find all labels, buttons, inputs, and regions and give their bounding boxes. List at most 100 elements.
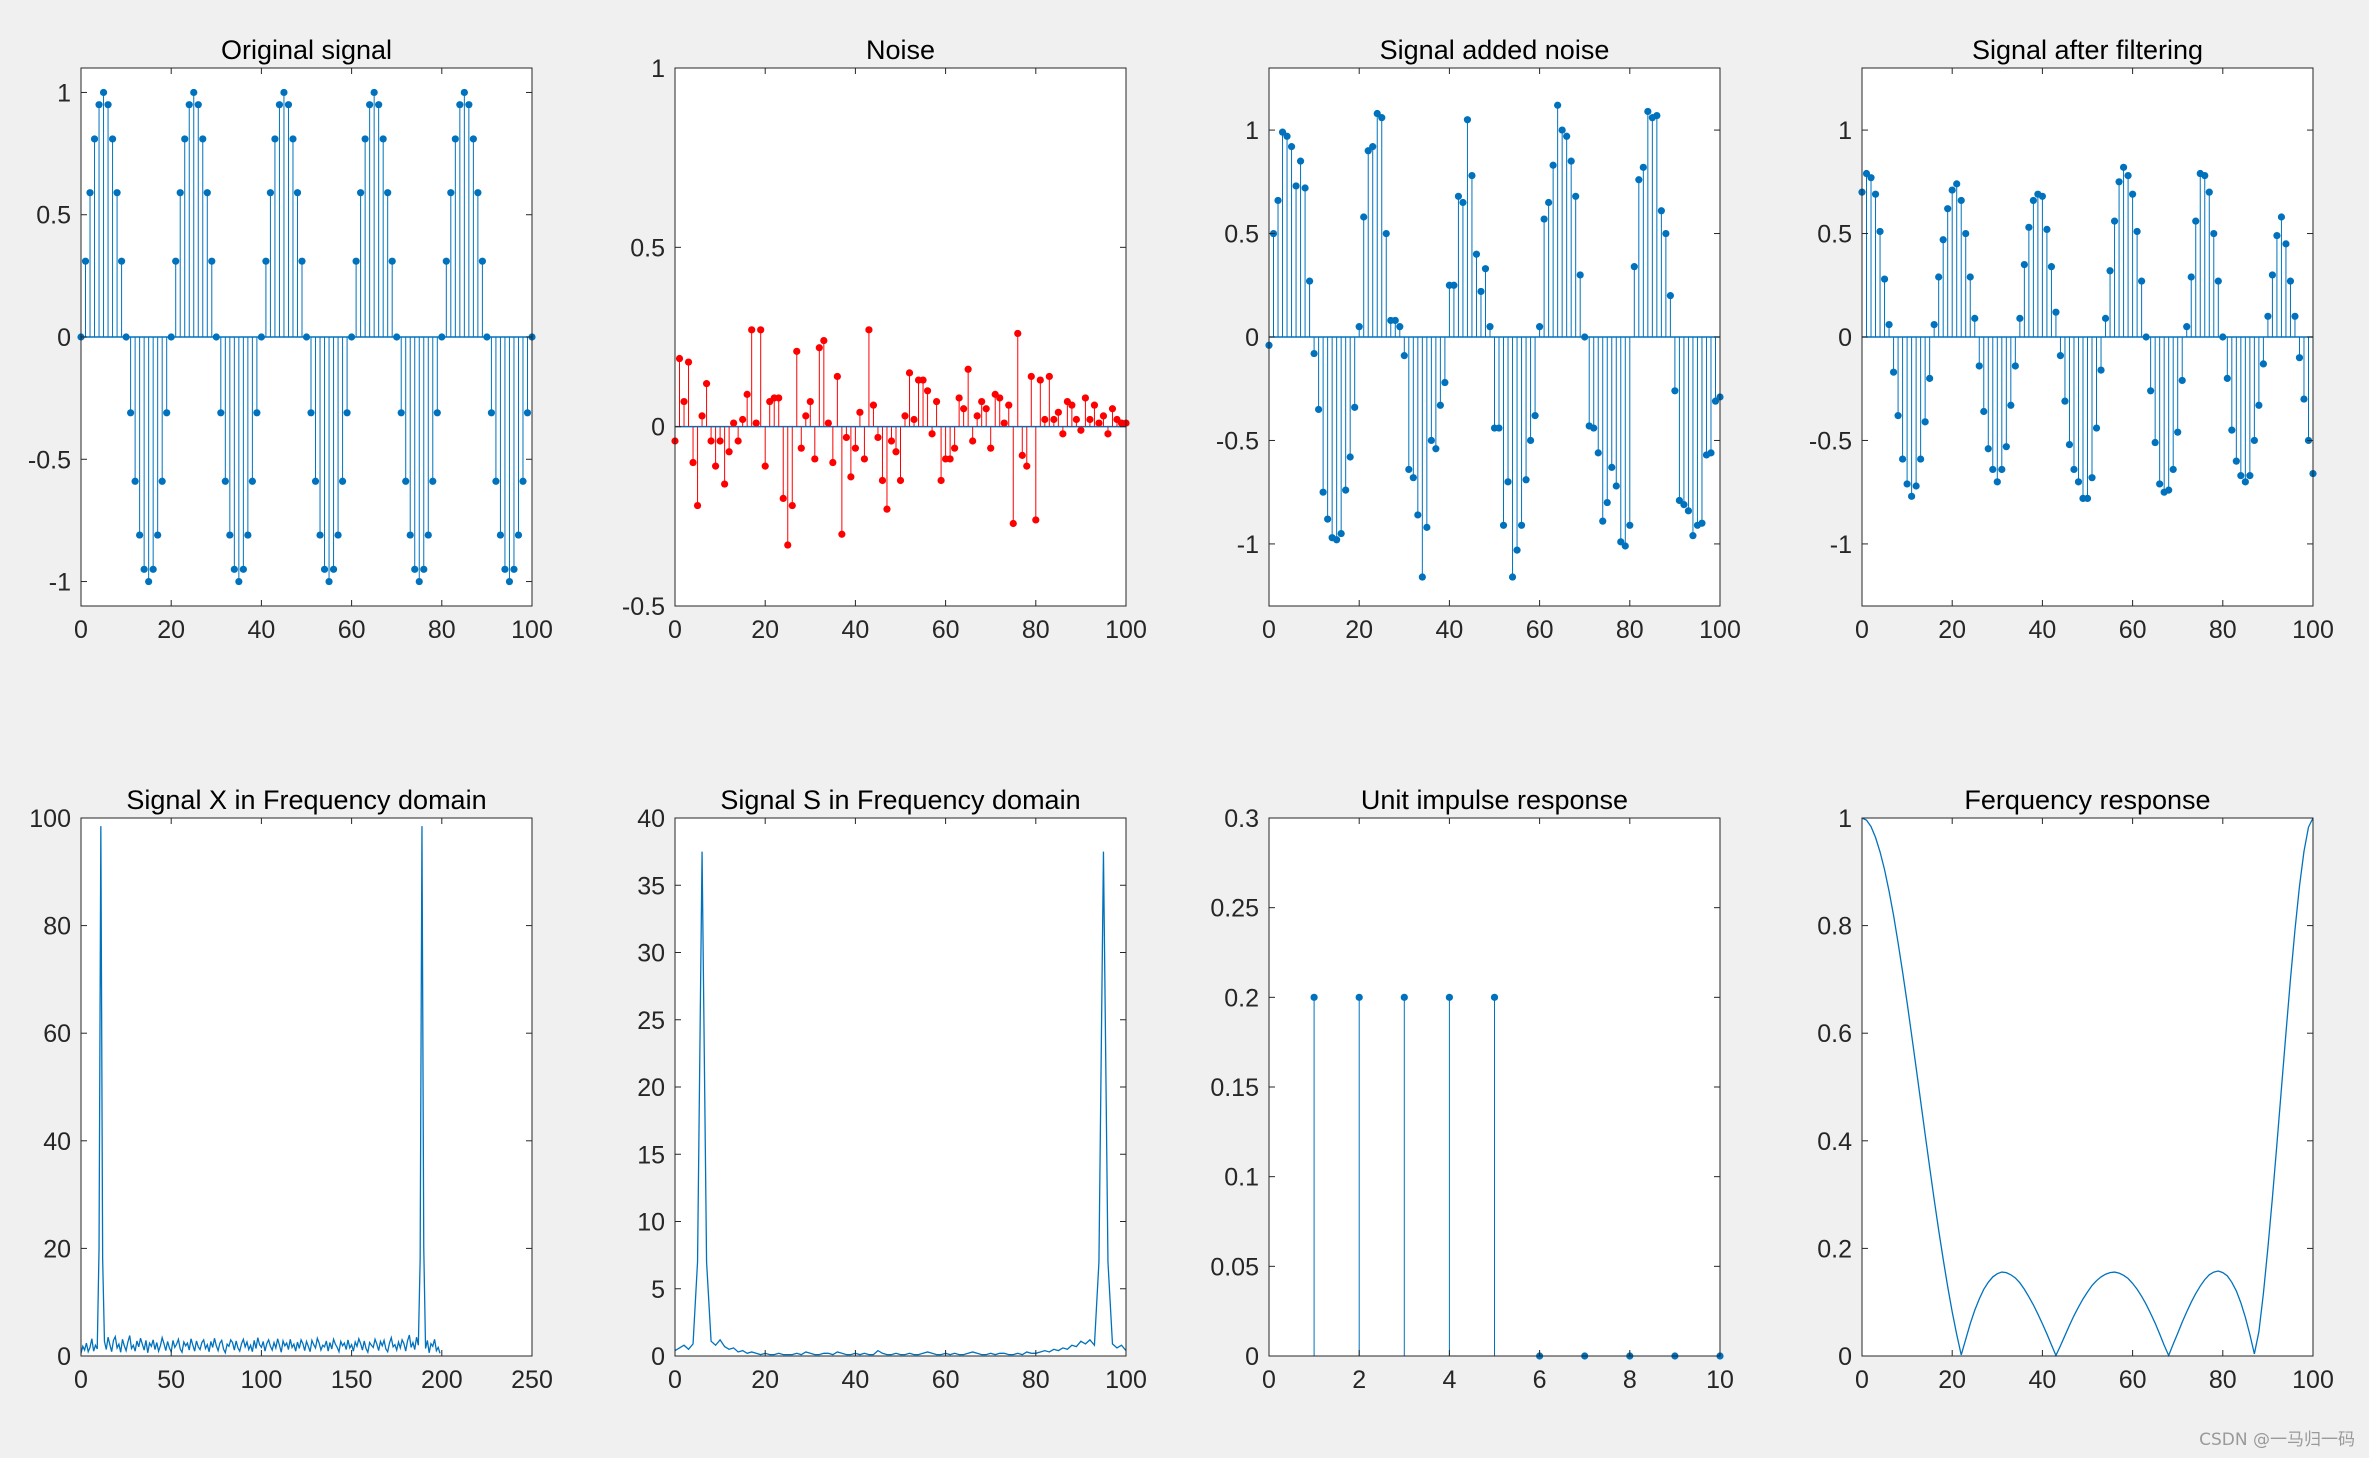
stem-marker <box>960 405 968 413</box>
stem-marker <box>510 565 518 573</box>
stem-marker <box>2232 457 2240 465</box>
x-tick-label: 50 <box>157 1366 185 1394</box>
series-line <box>80 826 441 1355</box>
stem-marker <box>338 477 347 485</box>
stem-marker <box>793 347 801 355</box>
stem-marker <box>1894 412 1902 420</box>
stem-marker <box>154 531 162 539</box>
x-tick-label: 40 <box>2028 616 2056 644</box>
stem-marker <box>2237 472 2245 480</box>
subplot-1: 0 20 40 60 80 100 -1 -0.5 0 0.5 1 Original signal <box>28 35 553 644</box>
x-tick-label: 100 <box>241 1366 283 1394</box>
subplot-7: 0 2 4 6 8 10 0 0.05 0.1 0.15 0.2 0.25 0.3 Unit impuls… <box>1210 785 1734 1394</box>
stem-marker <box>1971 314 1979 322</box>
stem-marker <box>1319 488 1327 496</box>
stem-marker <box>1333 536 1341 544</box>
x-tick-label: 80 <box>2209 1366 2237 1394</box>
y-tick-label: 0 <box>57 324 71 352</box>
stem-marker <box>2065 441 2074 449</box>
stem-marker <box>1450 281 1458 289</box>
stem-marker <box>217 409 225 417</box>
stem-marker <box>1009 519 1017 528</box>
stem-marker <box>1099 412 1108 420</box>
stem-marker <box>1944 205 1952 213</box>
stem-marker <box>1984 445 1992 453</box>
stem-marker <box>856 408 864 416</box>
stem-marker <box>469 135 477 143</box>
stem-marker <box>280 88 288 97</box>
stem-marker <box>185 101 193 109</box>
stem-marker <box>420 565 428 573</box>
stem-marker <box>784 541 792 549</box>
stem-marker <box>2214 277 2222 285</box>
stem-marker <box>492 477 500 485</box>
stem-marker <box>1653 111 1661 120</box>
stem-marker <box>194 101 202 109</box>
stem-marker <box>2101 314 2110 322</box>
stem-marker <box>1495 424 1503 432</box>
stem-marker <box>842 433 850 442</box>
x-tick-label: 100 <box>2292 616 2334 644</box>
axes-background <box>1862 818 2313 1356</box>
stem-marker <box>1418 573 1426 581</box>
stem-marker <box>693 501 702 510</box>
stem-marker <box>721 480 729 488</box>
stem-marker <box>163 409 171 417</box>
stem-marker <box>1880 275 1889 283</box>
stem-marker <box>108 135 117 143</box>
stem-marker <box>883 505 891 513</box>
x-tick-label: 40 <box>841 616 869 644</box>
stem-marker <box>203 189 211 197</box>
stem-marker <box>2277 213 2286 221</box>
stem-marker <box>2002 443 2010 451</box>
stem-marker <box>680 397 688 406</box>
stem-marker <box>2205 188 2213 196</box>
stem-marker <box>702 380 711 388</box>
stem-marker <box>824 419 832 427</box>
stem-marker <box>1014 329 1022 338</box>
subplot-title: Signal after filtering <box>1972 35 2203 65</box>
stem-marker <box>2264 312 2272 320</box>
y-tick-label: 35 <box>637 872 665 900</box>
stem-marker <box>2174 428 2182 436</box>
stem-marker <box>996 394 1004 402</box>
stem-marker <box>1594 449 1602 457</box>
stem-marker <box>2282 240 2290 248</box>
x-tick-label: 100 <box>1105 616 1147 644</box>
stem-marker <box>761 462 769 470</box>
y-tick-label: 0.5 <box>36 202 71 230</box>
stem-marker <box>1490 993 1499 1001</box>
stem-marker <box>1962 229 1970 238</box>
x-tick-label: 80 <box>1022 616 1050 644</box>
stem-marker <box>1644 107 1652 116</box>
x-tick-label: 6 <box>1533 1366 1547 1394</box>
stem-marker <box>244 531 252 539</box>
x-tick-label: 100 <box>2292 1366 2334 1394</box>
stem-marker <box>1590 424 1598 432</box>
y-tick-label: 5 <box>651 1276 665 1304</box>
stem-marker <box>181 135 189 143</box>
axes-background <box>675 68 1126 606</box>
y-tick-label: 0.3 <box>1224 805 1259 833</box>
stem-marker <box>334 531 342 539</box>
stem-marker <box>2223 374 2231 382</box>
stem-marker <box>1935 273 1943 281</box>
stem-marker <box>1626 521 1634 529</box>
stem-marker <box>1382 229 1390 238</box>
stem-marker <box>131 477 139 485</box>
stem-marker <box>1324 515 1332 523</box>
stem-marker <box>302 333 311 341</box>
stem-marker <box>743 390 751 398</box>
x-tick-label: 60 <box>338 616 366 644</box>
stem-marker <box>284 101 293 109</box>
stem-marker <box>136 531 144 539</box>
stem-marker <box>329 565 338 573</box>
stem-marker <box>937 476 945 485</box>
stem-marker <box>1993 478 2001 486</box>
y-tick-label: 1 <box>1838 805 1852 833</box>
stem-marker <box>145 577 153 586</box>
stem-marker <box>1459 198 1467 207</box>
x-tick-label: 40 <box>2028 1366 2056 1394</box>
stem-marker <box>1441 378 1449 387</box>
stem-marker <box>928 430 936 438</box>
